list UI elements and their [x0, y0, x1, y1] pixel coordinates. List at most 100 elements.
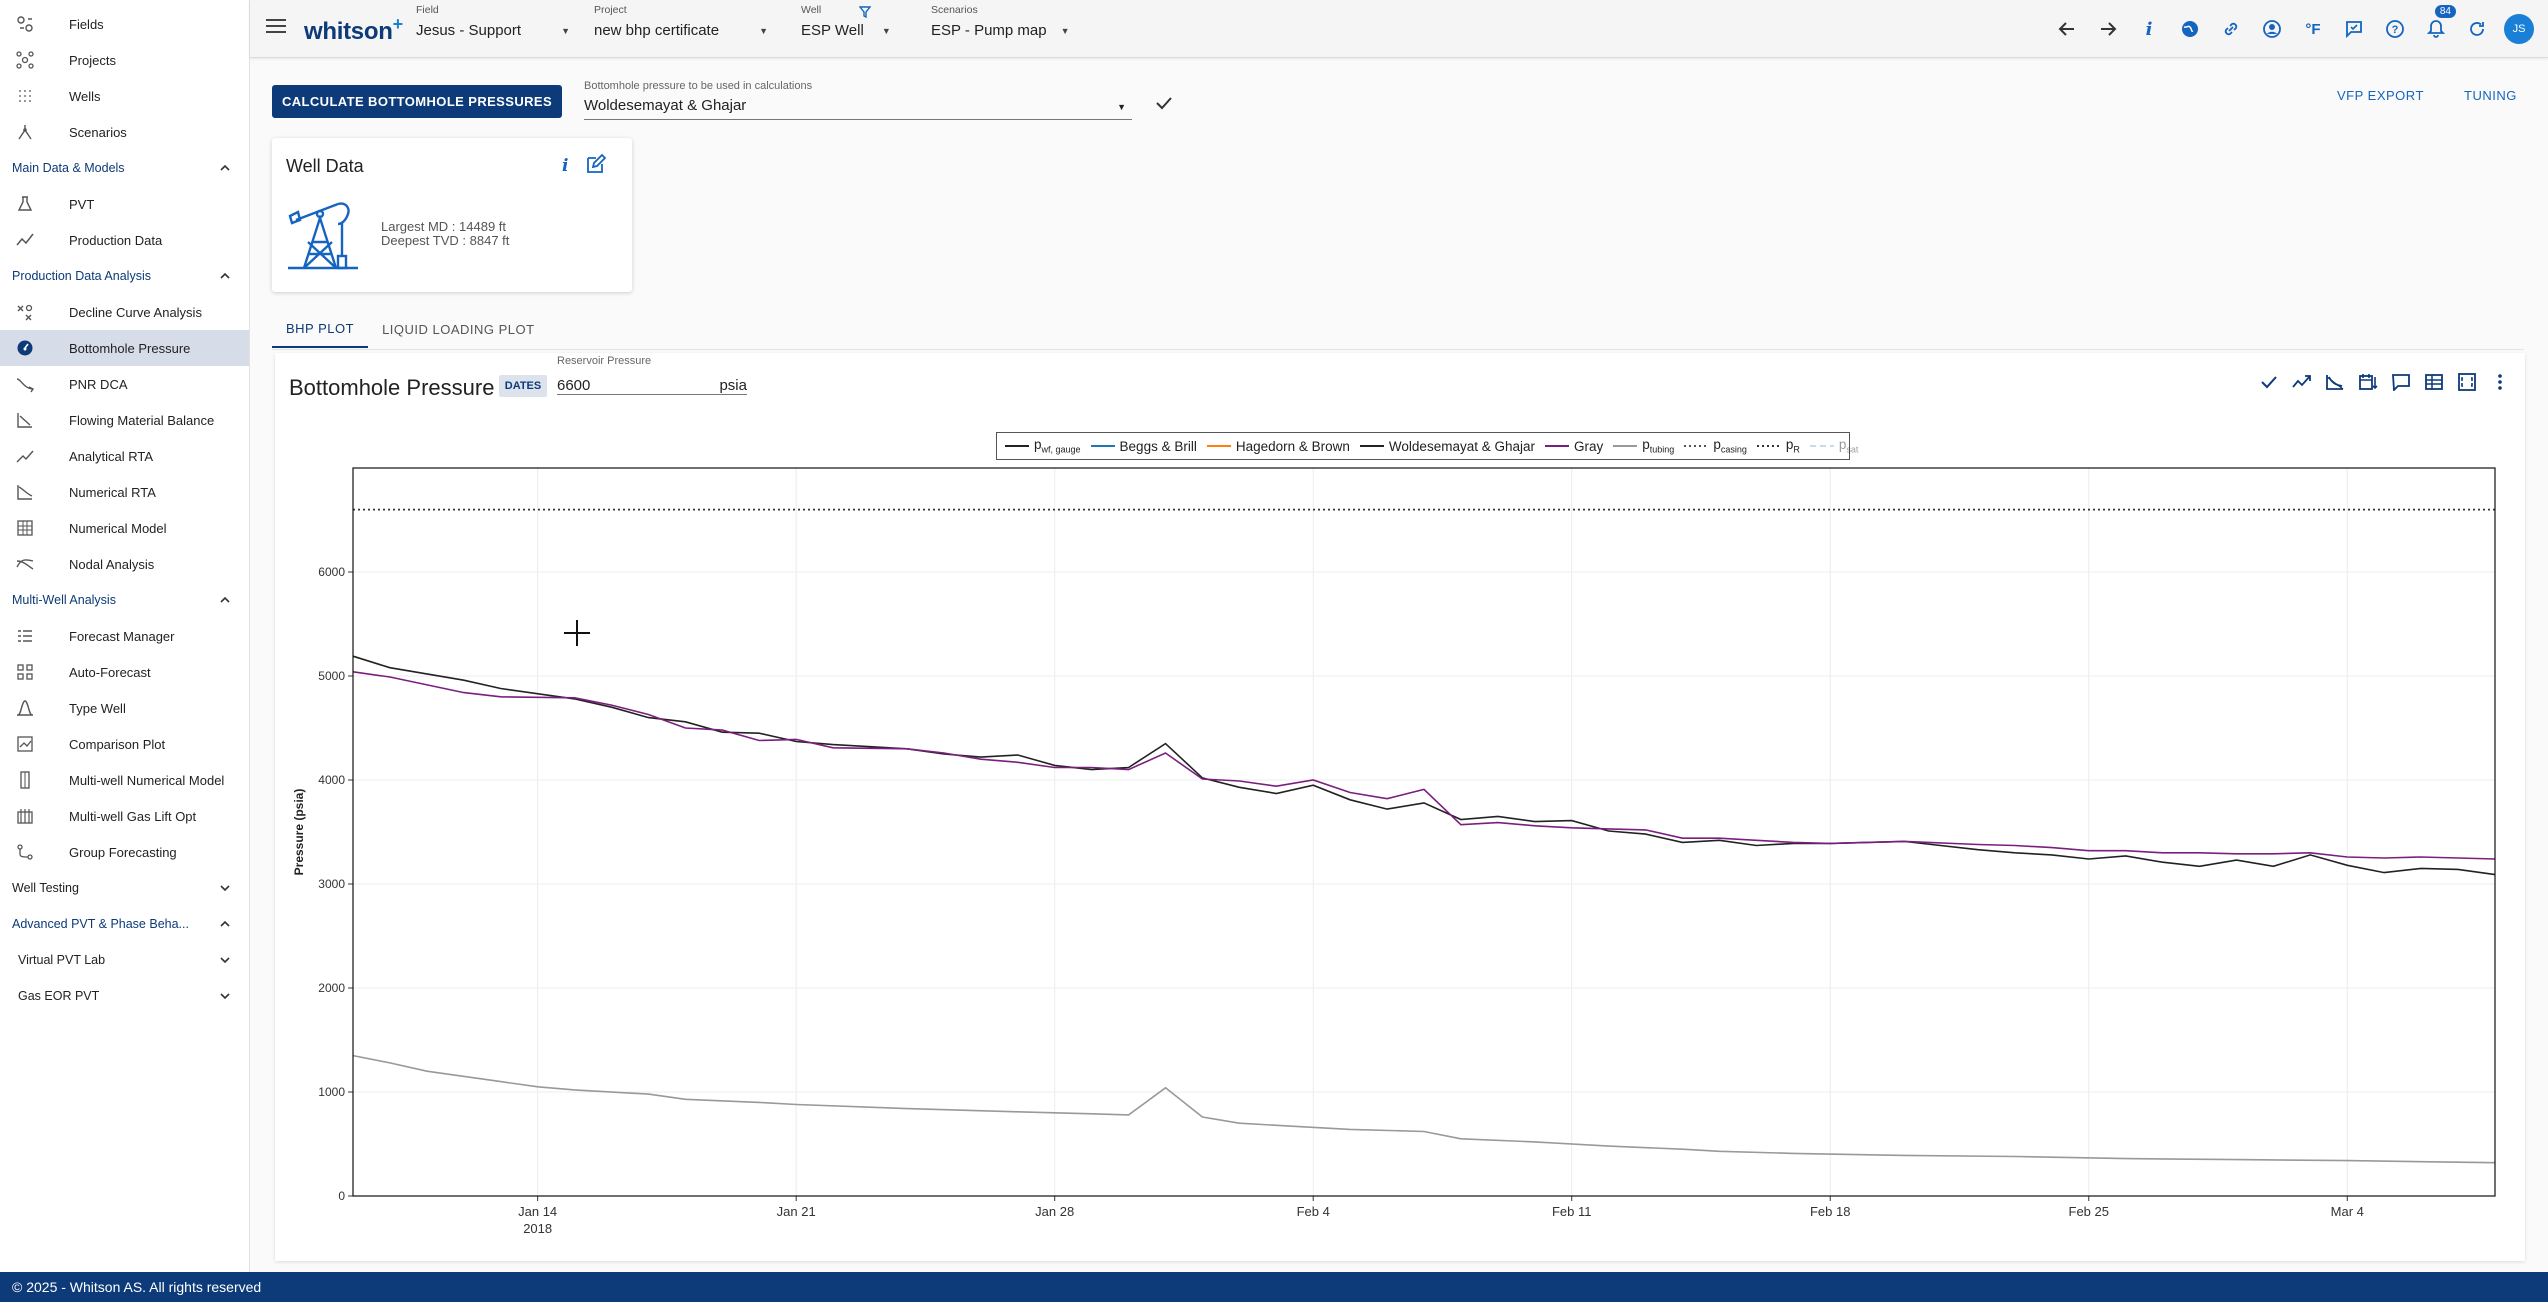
series-line-woldesemayat-ghajar[interactable] [352, 655, 2496, 876]
sidebar-section-well-testing[interactable]: Well Testing [0, 870, 249, 906]
sidebar-item-label: Forecast Manager [69, 628, 175, 644]
sidebar-item-numerical-model[interactable]: Numerical Model [0, 510, 249, 546]
sidebar-item-numerical-rta[interactable]: Numerical RTA [0, 474, 249, 510]
avatar[interactable]: JS [2504, 14, 2534, 44]
sidebar-item-label: Projects [69, 52, 116, 68]
scenario-selector-label: Scenarios [931, 4, 978, 16]
legend-label-sub: wf, gauge [1041, 444, 1081, 455]
x-tick-label: Feb 11 [1552, 1204, 1592, 1219]
legend-item[interactable]: psat [1809, 437, 1858, 455]
back-arrow-icon[interactable] [2053, 15, 2081, 43]
sidebar-item-label: Flowing Material Balance [69, 412, 215, 428]
sidebar-item-production-data[interactable]: Production Data [0, 222, 249, 258]
sidebar-item-flowing-material-balance[interactable]: Flowing Material Balance [0, 402, 249, 438]
sidebar-item-type-well[interactable]: Type Well [0, 690, 249, 726]
sidebar-section-multi-well-analysis[interactable]: Multi-Well Analysis [0, 582, 249, 618]
sidebar-item-label: PVT [69, 196, 95, 212]
table-icon[interactable] [2423, 371, 2445, 393]
legend-item[interactable]: ptubing [1613, 437, 1674, 455]
sidebar-item-auto-forecast[interactable]: Auto-Forecast [0, 654, 249, 690]
bhp-correlation-select[interactable]: Bottomhole pressure to be used in calcul… [584, 80, 1132, 120]
reservoir-pressure-field[interactable]: Reservoir Pressure 6600 psia [557, 355, 747, 395]
series-line-gray[interactable] [352, 671, 2496, 860]
globe-icon[interactable] [2176, 15, 2204, 43]
vfp-export-button[interactable]: VFP EXPORT [2337, 88, 2424, 103]
filter-icon[interactable] [859, 6, 871, 18]
sidebar-item-multi-well-numerical-model[interactable]: Multi-well Numerical Model [0, 762, 249, 798]
dates-button[interactable]: DATES [499, 375, 547, 397]
forward-arrow-icon[interactable] [2094, 15, 2122, 43]
refresh-icon[interactable] [2463, 15, 2491, 43]
sidebar-item-multi-well-gas-lift-opt[interactable]: Multi-well Gas Lift Opt [0, 798, 249, 834]
project-selector[interactable]: Project new bhp certificate ▼ [594, 4, 768, 39]
notifications-icon[interactable]: 84 [2422, 5, 2456, 43]
sidebar-item-projects[interactable]: Projects [0, 42, 249, 78]
sidebar-item-bottomhole-pressure[interactable]: Bottomhole Pressure [0, 330, 249, 366]
numerical-rta-icon [14, 481, 36, 503]
legend-item[interactable]: pwf, gauge [1005, 437, 1081, 455]
account-circle-icon[interactable] [2258, 15, 2286, 43]
sidebar-item-fields[interactable]: Fields [0, 6, 249, 42]
sidebar-section-virtual-pvt-lab[interactable]: Virtual PVT Lab [0, 942, 249, 978]
sidebar-section-advanced-pvt-phase-beha[interactable]: Advanced PVT & Phase Beha... [0, 906, 249, 942]
sidebar-item-decline-curve-analysis[interactable]: Decline Curve Analysis [0, 294, 249, 330]
temperature-unit-icon[interactable]: °F [2305, 20, 2321, 38]
chevron-down-icon[interactable] [219, 882, 231, 894]
fullscreen-icon[interactable] [2456, 371, 2478, 393]
chevron-down-icon[interactable] [219, 990, 231, 1002]
scenario-selector[interactable]: Scenarios ESP - Pump map ▼ [931, 4, 1070, 39]
sidebar-item-pvt[interactable]: PVT [0, 186, 249, 222]
hamburger-menu-icon[interactable] [266, 18, 286, 34]
decline-chart-icon[interactable] [2324, 371, 2346, 393]
well-selector[interactable]: Well ESP Well ▼ [801, 4, 891, 39]
chevron-up-icon[interactable] [219, 270, 231, 282]
sidebar-section-gas-eor-pvt[interactable]: Gas EOR PVT [0, 978, 249, 1014]
brand-logo[interactable]: whitson+ [304, 14, 403, 45]
sidebar-item-group-forecasting[interactable]: Group Forecasting [0, 834, 249, 870]
chevron-down-icon[interactable] [219, 954, 231, 966]
legend-item[interactable]: pcasing [1684, 437, 1747, 455]
sidebar-item-analytical-rta[interactable]: Analytical RTA [0, 438, 249, 474]
confirm-check-icon[interactable] [1154, 93, 1174, 113]
more-vert-icon[interactable] [2489, 371, 2511, 393]
tab-bhp-plot[interactable]: BHP PLOT [272, 310, 369, 348]
chevron-up-icon[interactable] [219, 162, 231, 174]
sidebar-item-scenarios[interactable]: Scenarios [0, 114, 249, 150]
chevron-up-icon[interactable] [219, 918, 231, 930]
reservoir-pressure-input[interactable]: 6600 [557, 377, 591, 394]
legend-swatch [1359, 445, 1384, 447]
sidebar-section-main-data-models[interactable]: Main Data & Models [0, 150, 249, 186]
sidebar-item-label: Numerical RTA [69, 484, 156, 500]
sidebar-item-wells[interactable]: Wells [0, 78, 249, 114]
link-icon[interactable] [2217, 15, 2245, 43]
comment-icon[interactable] [2390, 371, 2412, 393]
field-selector[interactable]: Field Jesus - Support ▼ [416, 4, 570, 39]
legend-item[interactable]: Woldesemayat & Ghajar [1359, 439, 1535, 454]
tab-liquid-loading-plot[interactable]: LIQUID LOADING PLOT [382, 321, 535, 337]
legend-item[interactable]: Gray [1545, 439, 1603, 454]
calendar-sort-icon[interactable] [2357, 371, 2379, 393]
legend-item[interactable]: Beggs & Brill [1090, 439, 1197, 454]
feedback-icon[interactable] [2340, 15, 2368, 43]
well-stats: Largest MD : 14489 ft Deepest TVD : 8847… [381, 220, 509, 248]
sidebar-item-comparison-plot[interactable]: Comparison Plot [0, 726, 249, 762]
calculate-bottomhole-pressures-button[interactable]: CALCULATE BOTTOMHOLE PRESSURES [272, 85, 562, 118]
sidebar-item-pnr-dca[interactable]: PNR DCA [0, 366, 249, 402]
tuning-button[interactable]: TUNING [2464, 88, 2517, 103]
help-icon[interactable]: ? [2381, 15, 2409, 43]
series-line-p-tubing[interactable] [352, 1054, 2496, 1164]
bhp-plot[interactable]: 0 1000 2000 3000 4000 5000 6000 Jan 14 2018 Jan 2… [275, 353, 2525, 1261]
info-icon[interactable]: i [562, 156, 569, 176]
legend-item[interactable]: pR [1756, 437, 1800, 455]
chevron-up-icon[interactable] [219, 594, 231, 606]
legend-item[interactable]: Hagedorn & Brown [1206, 439, 1350, 454]
sidebar-item-nodal-analysis[interactable]: Nodal Analysis [0, 546, 249, 582]
grid-icon [14, 517, 36, 539]
check-icon[interactable] [2258, 371, 2280, 393]
sidebar-section-title: Well Testing [12, 881, 79, 895]
sidebar-section-production-data-analysis[interactable]: Production Data Analysis [0, 258, 249, 294]
trend-line-icon[interactable] [2291, 371, 2313, 393]
sidebar-item-forecast-manager[interactable]: Forecast Manager [0, 618, 249, 654]
info-icon[interactable]: i [2145, 18, 2153, 40]
edit-icon[interactable] [584, 154, 606, 176]
